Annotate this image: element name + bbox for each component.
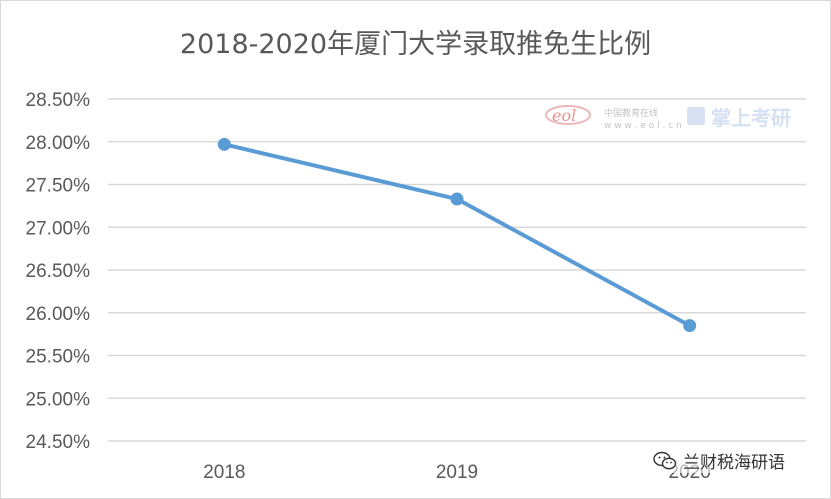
- y-tick-label: 27.50%: [26, 176, 91, 197]
- chart-title: 2018-2020年厦门大学录取推免生比例: [179, 29, 652, 60]
- y-tick-label: 25.00%: [26, 389, 91, 410]
- wechat-icon: [653, 451, 677, 469]
- eol-logo-icon: [545, 105, 591, 125]
- data-points: [217, 137, 697, 333]
- data-point: [217, 137, 231, 151]
- x-tick-label: 2019: [436, 462, 478, 483]
- data-point: [683, 319, 697, 333]
- x-tick-label: 2018: [203, 462, 245, 483]
- series-line: [222, 142, 692, 328]
- source-tag: 兰财税海研语: [653, 448, 785, 473]
- y-tick-label: 25.50%: [26, 347, 91, 368]
- source-tag-label: 兰财税海研语: [683, 453, 785, 473]
- watermark-site-name: 中国教育在线: [604, 107, 658, 119]
- data-point: [450, 192, 464, 206]
- y-tick-label: 24.50%: [26, 432, 91, 453]
- watermark-url: w w w . e o l . c n: [604, 121, 682, 131]
- eol-watermark: eol 中国教育在线 w w w . e o l . c n 掌上考研: [545, 105, 791, 131]
- gridlines: [108, 98, 806, 442]
- x-axis-tick-labels: 201820192020: [203, 462, 711, 483]
- y-tick-label: 26.50%: [26, 261, 91, 282]
- watermark-brand: 掌上考研: [711, 106, 791, 130]
- y-tick-label: 26.00%: [26, 304, 91, 325]
- brand-logo-icon: [687, 107, 705, 125]
- eol-logo-text: eol: [552, 106, 576, 125]
- y-tick-label: 28.00%: [26, 133, 91, 154]
- y-tick-label: 28.50%: [26, 90, 91, 111]
- y-axis-tick-labels: 24.50% 25.00% 25.50% 26.00% 26.50% 27.00% 27.5…: [26, 90, 91, 453]
- y-tick-label: 27.00%: [26, 218, 91, 239]
